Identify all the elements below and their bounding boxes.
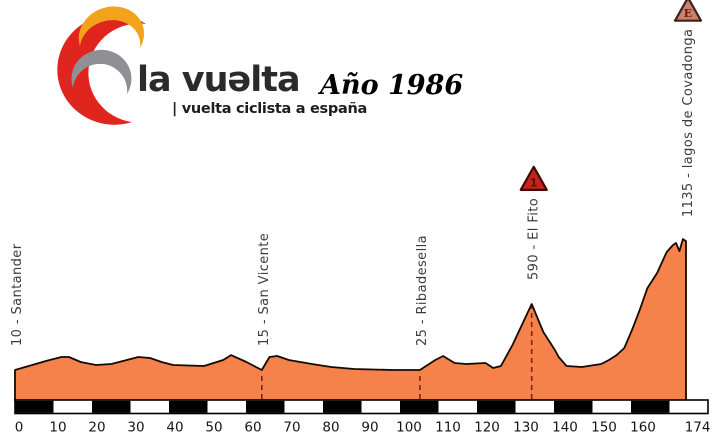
logo-tagline: | vuelta ciclista a españa: [172, 101, 367, 117]
climb-marker-letter: E: [684, 7, 692, 20]
axis-tick-label: 140: [552, 420, 578, 436]
km-bar-segment: [323, 400, 362, 413]
km-bar-segment: [15, 400, 54, 413]
axis-tick-label: 100: [396, 420, 422, 436]
axis-tick-label: 130: [513, 420, 539, 436]
edition-year: Año 1986: [320, 70, 464, 101]
km-bar-segment: [246, 400, 285, 413]
km-bar-segment: [631, 400, 670, 413]
axis-tick-label: 40: [166, 420, 183, 436]
km-bar-segment: [92, 400, 131, 413]
climb-especial-icon: [673, 0, 703, 22]
waypoint-label: 1135 - lagos de Covadonga: [681, 29, 696, 217]
axis-tick-label: 0: [15, 420, 24, 436]
axis-tick-label: 20: [88, 420, 105, 436]
waypoint-label: 15 - San Vicente: [257, 233, 272, 346]
axis-tick-label: 120: [474, 420, 500, 436]
climb-marker-letter: 1: [530, 176, 538, 189]
elevation-profile-area: [14, 238, 687, 402]
waypoint-label: 10 - Santander: [10, 243, 25, 346]
la-vuelta-logo: [38, 2, 158, 134]
km-bar-segment: [400, 400, 439, 413]
km-bar-segment: [169, 400, 208, 413]
logo-yellow-comma: [78, 6, 145, 48]
axis-tick-label: 90: [361, 420, 378, 436]
axis-tick-label: 70: [283, 420, 300, 436]
logo-gray-swirl: [71, 49, 132, 94]
axis-tick-label: 60: [244, 420, 261, 436]
axis-tick-label: 50: [205, 420, 222, 436]
waypoint-label: 590 - El Fito: [527, 198, 542, 280]
la-vuelta-swoosh-icon: [57, 6, 146, 125]
logo-title: la vuəlta: [137, 60, 301, 100]
axis-tick-label: 174: [685, 420, 711, 436]
axis-tick-label: 110: [435, 420, 461, 436]
km-bar-segment: [554, 400, 593, 413]
axis-tick-label: 10: [49, 420, 66, 436]
axis-tick-label: 80: [322, 420, 339, 436]
axis-tick-label: 150: [591, 420, 617, 436]
waypoint-label: 25 - Ribadesella: [415, 235, 430, 346]
km-bar-segment: [477, 400, 516, 413]
climb-cat-1-icon: [519, 165, 548, 191]
axis-tick-label: 160: [630, 420, 656, 436]
axis-tick-label: 30: [127, 420, 144, 436]
